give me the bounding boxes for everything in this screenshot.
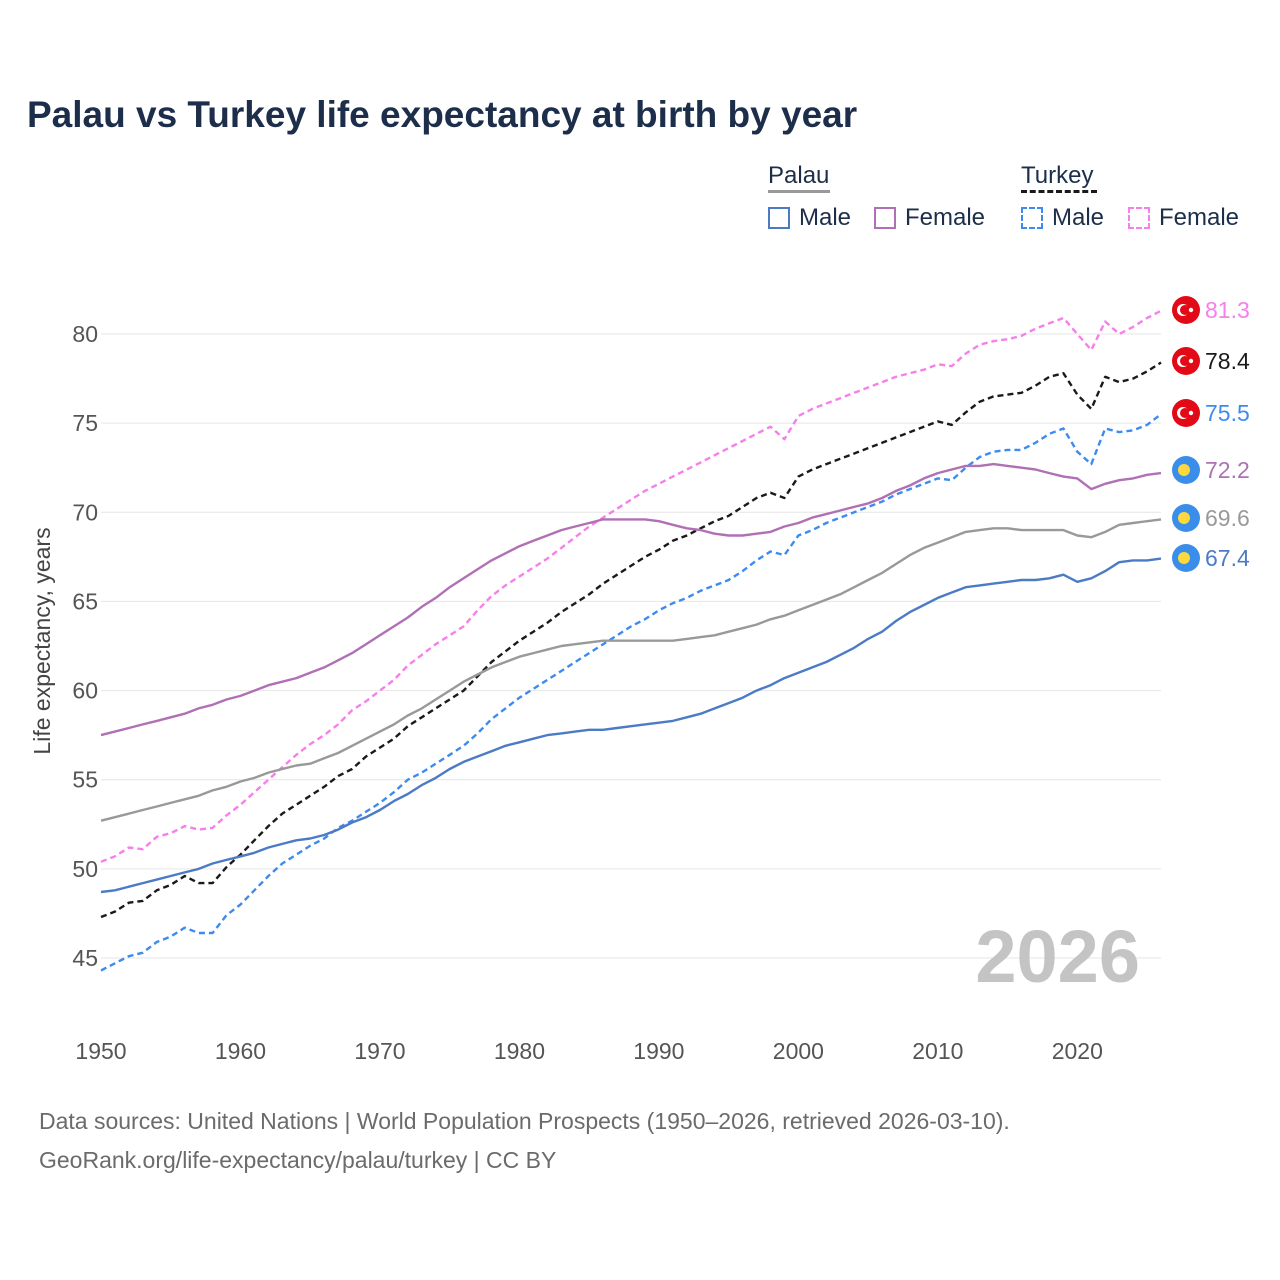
legend-label-palau-female[interactable]: Female xyxy=(905,204,986,231)
source-line-1: Data sources: United Nations | World Pop… xyxy=(39,1108,1010,1134)
x-tick-label: 1990 xyxy=(633,1038,684,1064)
end-label-turkey-total: 78.4 xyxy=(1205,348,1250,374)
legend-swatch-turkey-female[interactable] xyxy=(1128,207,1150,229)
y-tick-label: 75 xyxy=(72,410,98,436)
legend-line-palau xyxy=(768,190,830,193)
x-tick-label: 1950 xyxy=(75,1038,126,1064)
end-label-palau-male: 67.4 xyxy=(1205,545,1250,571)
y-tick-label: 45 xyxy=(72,945,98,971)
y-tick-label: 50 xyxy=(72,856,98,882)
series-line-palau-total[interactable] xyxy=(100,518,1162,822)
legend-line-turkey xyxy=(1021,190,1097,193)
x-tick-label: 2010 xyxy=(912,1038,963,1064)
turkey-flag-star xyxy=(1188,358,1194,364)
line-chart: 45 50 55 60 65 70 75 80 1950 1960 1970 1980 1990 2000… xyxy=(29,296,1250,1064)
turkey-flag-crescent-cut xyxy=(1180,356,1190,366)
palau-flag-moon xyxy=(1178,552,1190,564)
palau-flag-moon xyxy=(1178,512,1190,524)
series-line-palau-female[interactable] xyxy=(100,462,1162,737)
palau-flag-moon xyxy=(1178,464,1190,476)
turkey-flag-star xyxy=(1188,410,1194,416)
y-tick-label: 80 xyxy=(72,321,98,347)
legend-label-palau-male[interactable]: Male xyxy=(799,204,852,231)
end-label-turkey-male: 75.5 xyxy=(1205,400,1250,426)
source-line-2: GeoRank.org/life-expectancy/palau/turkey… xyxy=(39,1147,557,1173)
legend-label-turkey-male[interactable]: Male xyxy=(1052,204,1105,231)
x-tick-label: 1970 xyxy=(354,1038,405,1064)
y-tick-label: 55 xyxy=(72,767,98,793)
series-line-turkey-male[interactable] xyxy=(100,413,1162,972)
year-watermark: 2026 xyxy=(975,915,1140,998)
x-tick-label: 1960 xyxy=(215,1038,266,1064)
y-axis-label: Life expectancy, years xyxy=(29,527,55,754)
legend-swatch-palau-female[interactable] xyxy=(874,207,896,229)
turkey-flag-crescent-cut xyxy=(1180,305,1190,315)
legend-group-turkey: Turkey xyxy=(1021,162,1094,189)
y-tick-label: 65 xyxy=(72,588,98,614)
legend-group-palau: Palau xyxy=(768,162,830,189)
x-tick-label: 1980 xyxy=(494,1038,545,1064)
series-line-turkey-female[interactable] xyxy=(100,309,1162,863)
series-line-palau-male[interactable] xyxy=(100,557,1162,894)
turkey-flag-star xyxy=(1188,307,1194,313)
x-tick-label: 2020 xyxy=(1052,1038,1103,1064)
legend-label-turkey-female[interactable]: Female xyxy=(1159,204,1240,231)
y-tick-label: 60 xyxy=(72,678,98,704)
x-tick-label: 2000 xyxy=(773,1038,824,1064)
series-line-turkey-total[interactable] xyxy=(100,361,1162,919)
end-label-palau-female: 72.2 xyxy=(1205,457,1250,483)
end-label-palau-total: 69.6 xyxy=(1205,505,1250,531)
legend-swatch-turkey-male[interactable] xyxy=(1021,207,1043,229)
turkey-flag-crescent-cut xyxy=(1180,408,1190,418)
legend-swatch-palau-male[interactable] xyxy=(768,207,790,229)
chart-title: Palau vs Turkey life expectancy at birth… xyxy=(27,94,858,135)
y-tick-label: 70 xyxy=(72,499,98,525)
end-label-turkey-female: 81.3 xyxy=(1205,297,1250,323)
